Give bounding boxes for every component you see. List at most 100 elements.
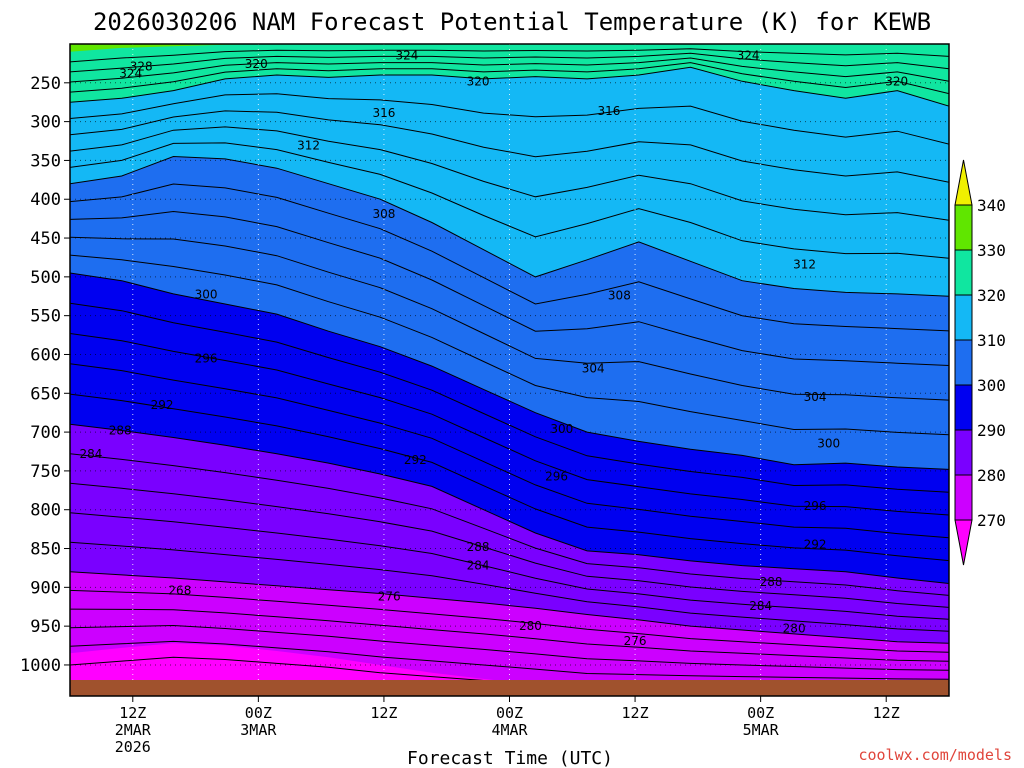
- contour-label-284: 284: [749, 599, 772, 613]
- colorbar-seg-270: [954, 474, 973, 521]
- x-tick-label-66-2: 5MAR: [743, 721, 780, 739]
- y-tick-label-850: 850: [30, 540, 61, 560]
- colorbar-seg-280: [954, 429, 973, 476]
- contour-label-320: 320: [245, 57, 268, 71]
- colorbar-seg-300: [954, 339, 973, 386]
- contour-label-304: 304: [582, 361, 605, 375]
- gridlines: [70, 44, 949, 696]
- contour-310: [70, 155, 949, 297]
- y-tick-label-700: 700: [30, 423, 61, 443]
- colorbar-label-290: 290: [977, 421, 1006, 440]
- colorbar-label-270: 270: [977, 511, 1006, 530]
- contour-label-276: 276: [378, 590, 401, 604]
- x-tick-label-42-2: 4MAR: [491, 721, 528, 739]
- colorbar-label-280: 280: [977, 466, 1006, 485]
- contour-308: [70, 183, 949, 332]
- y-tick-label-650: 650: [30, 384, 61, 404]
- colorbar-label-320: 320: [977, 286, 1006, 305]
- colorbar-cap-bottom: [954, 519, 973, 566]
- contour-300: [70, 272, 949, 470]
- colorbar-cap-top: [954, 159, 973, 206]
- contour-290: [70, 423, 949, 584]
- chart-title: 2026030206 NAM Forecast Potential Temper…: [93, 8, 931, 36]
- colorbar: 340 330 320 310 300 290 280 270: [954, 159, 1006, 566]
- y-tick-label-300: 300: [30, 113, 61, 133]
- colorbar-seg-330: [954, 204, 973, 251]
- contour-276: [70, 608, 949, 662]
- colorbar-label-310: 310: [977, 331, 1006, 350]
- x-tick-label-78-1: 12Z: [873, 704, 900, 722]
- y-tick-label-950: 950: [30, 617, 61, 637]
- contour-288: [70, 453, 949, 596]
- colorbar-label-340: 340: [977, 196, 1006, 215]
- contour-298: [70, 302, 949, 493]
- contour-label-316: 316: [597, 104, 620, 118]
- contour-label-300: 300: [195, 288, 218, 302]
- x-tick-label-6-2: 2MAR: [115, 721, 152, 739]
- y-tick-label-350: 350: [30, 151, 61, 171]
- contour-label-284: 284: [467, 559, 490, 573]
- y-tick-label-800: 800: [30, 501, 61, 521]
- x-tick-label-30-1: 12Z: [370, 704, 397, 722]
- y-tick-label-450: 450: [30, 229, 61, 249]
- contour-320: [70, 66, 949, 107]
- x-axis-label: Forecast Time (UTC): [407, 748, 613, 768]
- contour-272: [70, 640, 949, 680]
- contour-280: [70, 571, 949, 644]
- x-tick-label-18-2: 3MAR: [240, 721, 277, 739]
- contour-label-276: 276: [624, 634, 647, 648]
- contour-326: [70, 52, 949, 73]
- contour-292: [70, 393, 949, 562]
- x-tick-label-54-1: 12Z: [622, 704, 649, 722]
- band-above-330: [70, 44, 949, 52]
- contour-306: [70, 210, 949, 366]
- contour-278: [70, 589, 949, 653]
- y-tick-label-500: 500: [30, 268, 61, 288]
- contour-282: [70, 541, 949, 632]
- band-above-310: [70, 44, 949, 297]
- contour-label-296: 296: [545, 469, 568, 483]
- x-tick-label-42-1: 00Z: [496, 704, 523, 722]
- contour-label-268: 268: [168, 583, 191, 597]
- y-tick-label-750: 750: [30, 462, 61, 482]
- contour-302: [70, 254, 949, 436]
- credit-text: coolwx.com/models: [858, 746, 1012, 764]
- contour-label-288: 288: [467, 540, 490, 554]
- contour-label-292: 292: [404, 453, 427, 467]
- colorbar-label-300: 300: [977, 376, 1006, 395]
- x-tick-label-6-3: 2026: [115, 738, 151, 756]
- x-tick-label-6-1: 12Z: [119, 704, 146, 722]
- contour-label-280: 280: [783, 621, 806, 635]
- contour-label-288: 288: [109, 424, 132, 438]
- contour-label-324: 324: [737, 49, 760, 63]
- colorbar-label-330: 330: [977, 241, 1006, 260]
- contour-label-292: 292: [804, 538, 827, 552]
- y-tick-label-250: 250: [30, 74, 61, 94]
- colorbar-seg-310: [954, 294, 973, 341]
- contour-328: [70, 48, 949, 63]
- contour-label-308: 308: [372, 207, 395, 221]
- contour-label-304: 304: [804, 390, 827, 404]
- contour-label-312: 312: [297, 139, 320, 153]
- band-above-320: [70, 44, 949, 107]
- contour-label-280: 280: [519, 619, 542, 633]
- x-tick-label-66-1: 00Z: [747, 704, 774, 722]
- contour-286: [70, 482, 949, 608]
- contour-316: [70, 110, 949, 183]
- contour-label-288: 288: [760, 575, 783, 589]
- contour-label-308: 308: [608, 288, 631, 302]
- y-tick-label-550: 550: [30, 307, 61, 327]
- contour-294: [70, 363, 949, 539]
- y-tick-label-600: 600: [30, 345, 61, 365]
- y-tick-label-400: 400: [30, 190, 61, 210]
- colorbar-seg-290: [954, 384, 973, 431]
- contour-274: [70, 624, 949, 671]
- contour-label-292: 292: [151, 398, 174, 412]
- contour-label-320: 320: [885, 74, 908, 88]
- contour-284: [70, 512, 949, 620]
- x-tick-label-18-1: 00Z: [245, 704, 272, 722]
- contour-label-324: 324: [119, 66, 142, 80]
